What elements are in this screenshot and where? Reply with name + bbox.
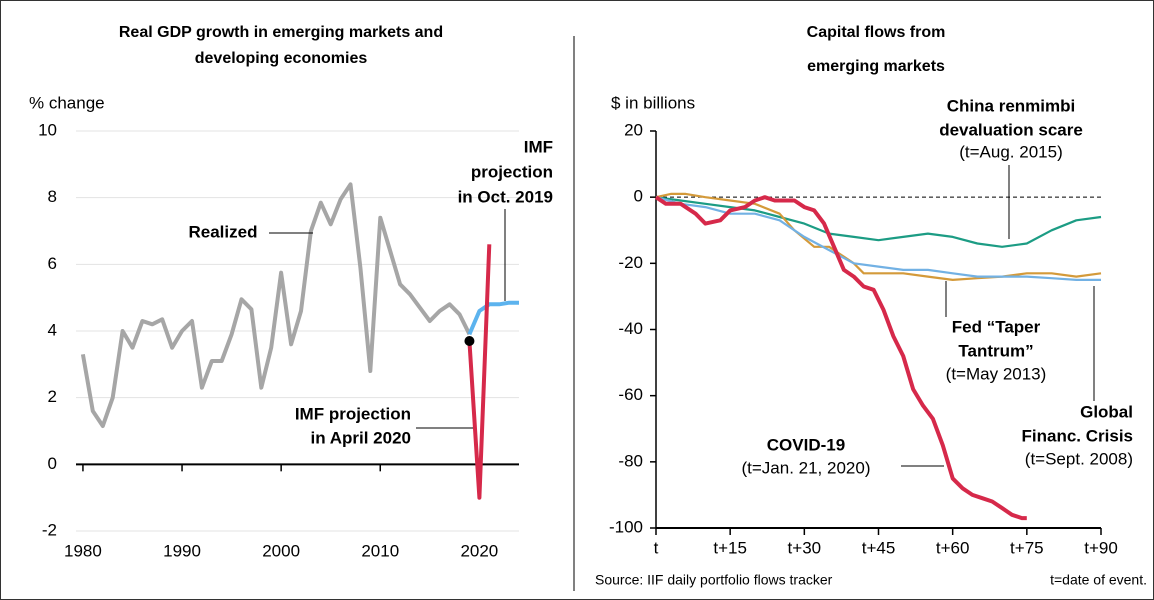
- source-note: Source: IIF daily portfolio flows tracke…: [595, 572, 833, 588]
- series-label: (t=May 2013): [946, 364, 1047, 383]
- y-tick-label: 20: [624, 120, 643, 139]
- y-tick-label: -60: [618, 385, 643, 404]
- y-tick-label: -40: [618, 319, 643, 338]
- chart-title: developing economies: [195, 50, 368, 67]
- x-tick-label: t+90: [1084, 538, 1118, 557]
- series-label: in April 2020: [311, 428, 411, 447]
- x-tick-label: 2020: [460, 541, 498, 560]
- x-tick-label: 1990: [163, 541, 201, 560]
- series-label: devaluation scare: [939, 120, 1083, 139]
- chart-title: emerging markets: [807, 58, 945, 75]
- event-note: t=date of event.: [1050, 572, 1147, 588]
- y-tick-label: 0: [634, 187, 643, 206]
- series-label: (t=Sept. 2008): [1025, 449, 1133, 468]
- series-label: Tantrum”: [958, 341, 1033, 360]
- y-tick-label: 8: [48, 187, 57, 206]
- y-tick-label: 4: [48, 320, 57, 339]
- series-label: Fed “Taper: [952, 317, 1041, 336]
- y-tick-label: 10: [38, 120, 57, 139]
- x-tick-label: 2000: [262, 541, 300, 560]
- y-tick-label: 0: [48, 454, 57, 473]
- series-line: [467, 300, 519, 336]
- x-tick-label: t+75: [1010, 538, 1044, 557]
- x-tick-label: t: [654, 538, 659, 557]
- y-axis-label: $ in billions: [611, 93, 695, 112]
- y-axis-label: % change: [29, 93, 105, 112]
- series-line: [80, 182, 472, 428]
- chart-title: Capital flows from: [807, 24, 946, 41]
- series-line: [654, 195, 1027, 521]
- x-tick-label: 1980: [64, 541, 102, 560]
- x-tick-label: 2010: [361, 541, 399, 560]
- series-label: in Oct. 2019: [458, 187, 553, 206]
- series-label: China renmimbi: [947, 96, 1075, 115]
- y-tick-label: -20: [618, 253, 643, 272]
- series-label: (t=Aug. 2015): [959, 142, 1063, 161]
- series-line: [655, 196, 1102, 248]
- series-label: IMF: [524, 137, 553, 156]
- series-line: [655, 196, 1101, 281]
- y-tick-label: 6: [48, 254, 57, 273]
- y-tick-label: -100: [609, 517, 643, 536]
- y-tick-label: -80: [618, 451, 643, 470]
- x-tick-label: t+45: [862, 538, 896, 557]
- x-tick-label: t+60: [936, 538, 970, 557]
- x-tick-label: t+30: [788, 538, 822, 557]
- series-label: IMF projection: [295, 404, 411, 423]
- chart-title: Real GDP growth in emerging markets and: [119, 24, 443, 41]
- series-label: projection: [471, 162, 553, 181]
- series-label: (t=Jan. 21, 2020): [741, 458, 870, 477]
- series-label: Realized: [189, 222, 258, 241]
- y-tick-label: -2: [42, 520, 57, 539]
- series-label: COVID-19: [767, 435, 845, 454]
- series-label: Financ. Crisis: [1022, 426, 1133, 445]
- y-tick-label: 2: [48, 387, 57, 406]
- series-label: Global: [1080, 402, 1133, 421]
- series-line: [467, 244, 492, 500]
- projection-start-dot: [464, 336, 475, 346]
- x-tick-label: t+15: [713, 538, 747, 557]
